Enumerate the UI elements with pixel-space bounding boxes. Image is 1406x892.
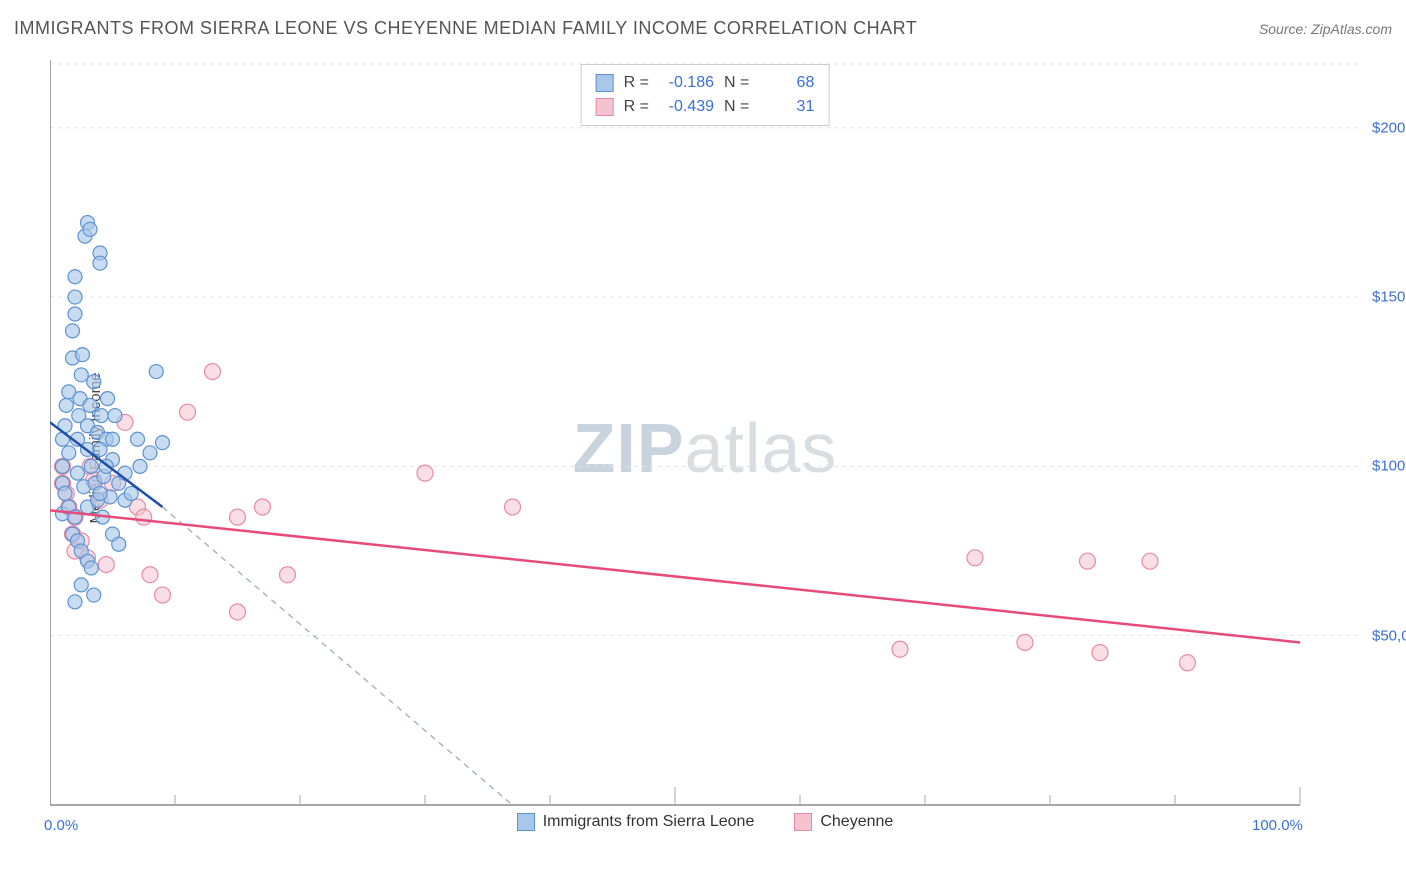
y-tick-label: $150,000 xyxy=(1364,289,1406,306)
source-prefix: Source: xyxy=(1259,21,1311,37)
legend-label-2: Cheyenne xyxy=(820,813,893,831)
bottom-legend: Immigrants from Sierra Leone Cheyenne xyxy=(50,813,1360,831)
chart-title: IMMIGRANTS FROM SIERRA LEONE VS CHEYENNE… xyxy=(14,18,917,39)
legend-item-1: Immigrants from Sierra Leone xyxy=(517,813,755,831)
legend-label-1: Immigrants from Sierra Leone xyxy=(543,813,755,831)
chart-area: ZIPatlas Median Family Income $50,000$10… xyxy=(50,60,1360,835)
chart-source: Source: ZipAtlas.com xyxy=(1259,21,1392,37)
correlation-stats-box: R = -0.186 N = 68 R = -0.439 N = 31 xyxy=(581,64,830,126)
swatch-series-2 xyxy=(596,98,614,116)
n-value-2: 31 xyxy=(759,95,814,119)
legend-swatch-1 xyxy=(517,813,535,831)
y-tick-label: $200,000 xyxy=(1364,119,1406,136)
r-label-2: R = xyxy=(624,95,649,119)
r-value-2: -0.439 xyxy=(659,95,714,119)
y-tick-label: $100,000 xyxy=(1364,458,1406,475)
chart-header: IMMIGRANTS FROM SIERRA LEONE VS CHEYENNE… xyxy=(14,18,1392,39)
legend-item-2: Cheyenne xyxy=(794,813,893,831)
stats-row-series-1: R = -0.186 N = 68 xyxy=(596,71,815,95)
legend-swatch-2 xyxy=(794,813,812,831)
n-value-1: 68 xyxy=(759,71,814,95)
n-label: N = xyxy=(724,71,749,95)
n-label-2: N = xyxy=(724,95,749,119)
swatch-series-1 xyxy=(596,74,614,92)
r-value-1: -0.186 xyxy=(659,71,714,95)
stats-row-series-2: R = -0.439 N = 31 xyxy=(596,95,815,119)
y-tick-label: $50,000 xyxy=(1364,627,1406,644)
source-name: ZipAtlas.com xyxy=(1311,21,1392,37)
scatter-plot xyxy=(50,60,1360,835)
r-label: R = xyxy=(624,71,649,95)
